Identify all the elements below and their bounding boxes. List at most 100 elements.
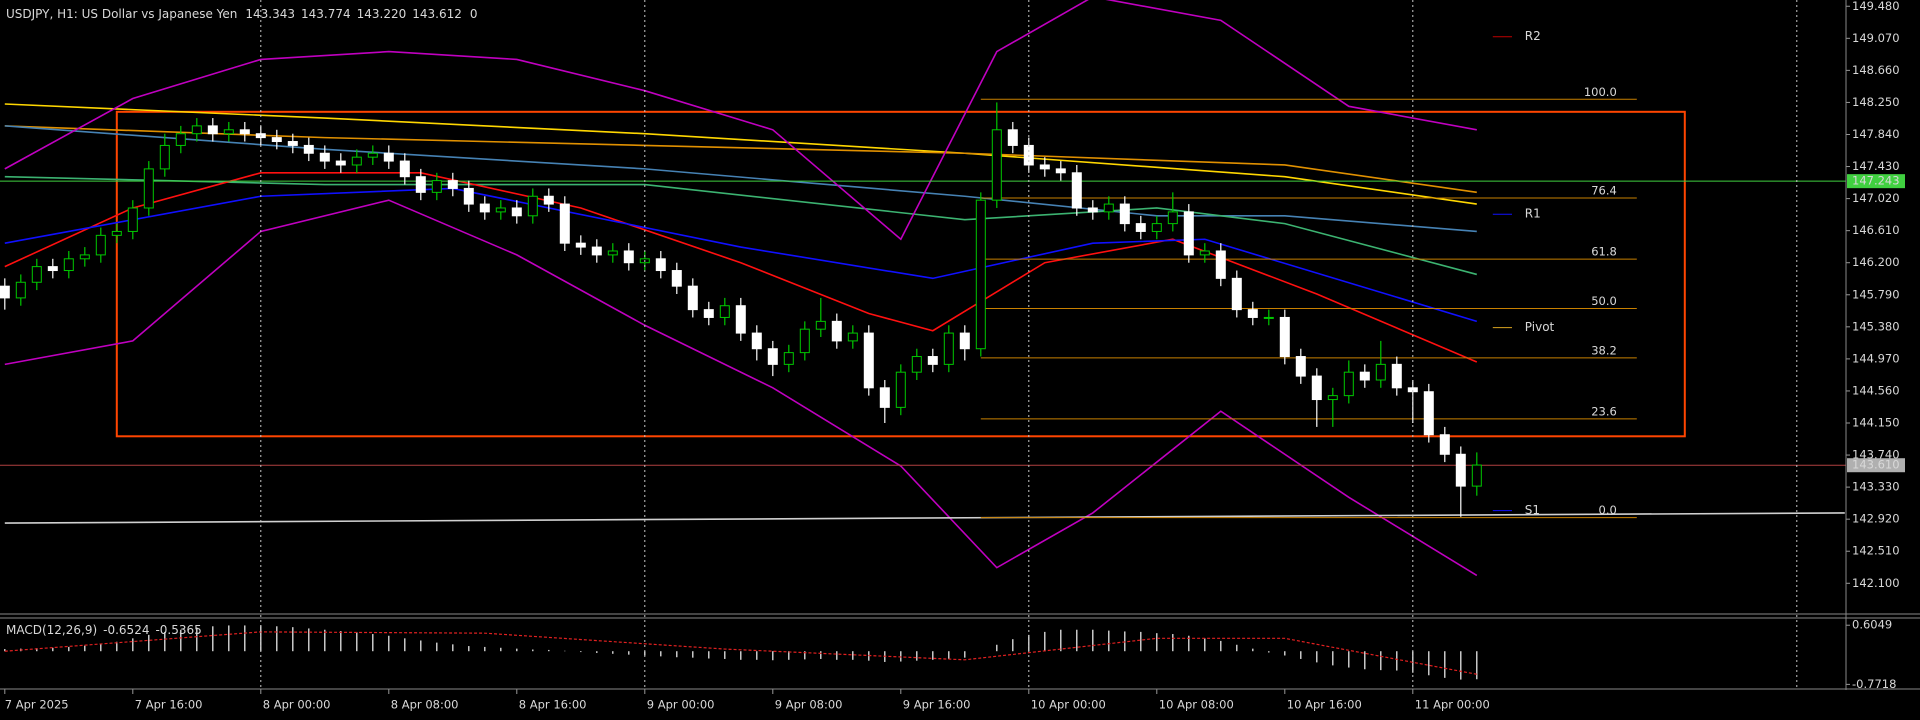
y-tick-label: 144.560 [1852,383,1900,397]
candle-body [511,207,522,217]
candle-body [415,176,426,193]
fib-label: 0.0 [1599,503,1617,517]
candle-body [47,266,58,272]
x-tick-label: 10 Apr 00:00 [1031,698,1106,712]
price-tag-label: 143.610 [1852,458,1900,472]
y-tick-label: 142.920 [1852,512,1900,526]
candle-body [1311,375,1322,401]
candle-body [303,144,314,154]
macd-tick-label: -0.7718 [1852,677,1896,691]
candle-body [1199,250,1210,256]
candle-body [367,152,378,158]
y-tick-label: 146.610 [1852,223,1900,237]
candle-body [1151,223,1162,232]
candle-body [623,250,634,264]
candle-body [399,160,410,178]
price-tag-label: 147.243 [1852,174,1900,188]
candle-body [127,207,138,232]
candle-body [655,258,666,272]
candle-body [863,332,874,389]
candle-body [847,332,858,342]
y-tick-label: 148.660 [1852,63,1900,77]
candle-body [1247,309,1258,318]
x-tick-label: 9 Apr 16:00 [903,698,971,712]
candle-body [383,152,394,162]
candle-body [1279,316,1290,358]
y-tick-label: 147.430 [1852,159,1900,173]
macd-header: MACD(12,26,9) -0.6524 -0.5365 [6,623,202,637]
x-tick-label: 9 Apr 00:00 [647,698,715,712]
candle-body [1055,168,1066,174]
x-tick-label: 8 Apr 00:00 [263,698,331,712]
x-tick-label: 8 Apr 16:00 [519,698,587,712]
candle-body [1135,223,1146,232]
candle-body [687,285,698,311]
candle-body [495,207,506,213]
candle-body [1167,211,1178,225]
y-tick-label: 142.100 [1852,576,1900,590]
y-tick-label: 147.840 [1852,127,1900,141]
y-tick-label: 145.790 [1852,287,1900,301]
candle-body [351,156,362,166]
macd-signal-line [4,631,1477,675]
candle-body [1295,356,1306,377]
candle-body [1103,203,1114,213]
y-tick-label: 149.480 [1852,0,1900,13]
candle-body [1439,434,1450,455]
candle-body [479,203,490,213]
candle-body [191,125,202,135]
candle-body [1231,277,1242,311]
indicator-line [4,171,1478,363]
axes: 149.480 149.070 148.660 148.250 147.840 147.4… [4,0,1905,712]
candle-body [111,230,122,236]
quote-close: 143.612 [412,7,462,21]
candle-body [991,129,1002,201]
y-tick-label: 148.250 [1852,95,1900,109]
candle-body [207,125,218,135]
y-tick-label: 144.150 [1852,416,1900,430]
fib-label: 76.4 [1591,184,1617,198]
fib-label: 100.0 [1584,85,1617,99]
candle-body [1455,453,1466,487]
y-tick-label: 143.740 [1852,448,1900,462]
fib-label: 50.0 [1591,294,1617,308]
y-tick-label: 144.970 [1852,351,1900,365]
candle-body [751,332,762,350]
candle-body [1039,164,1050,170]
header: USDJPY, H1: US Dollar vs Japanese Yen 143… [6,7,478,21]
candle-body [431,180,442,193]
macd-title: MACD(12,26,9) [6,623,97,637]
candle-body [1119,203,1130,225]
quote-volume: 0 [470,7,478,21]
candle-body [463,187,474,205]
candle-body [175,133,186,146]
fib-label: 23.6 [1591,404,1617,418]
x-tick-label: 8 Apr 08:00 [391,698,459,712]
candle-body [895,371,906,408]
candle-body [0,285,10,299]
candle-body [79,254,90,260]
main-panel: 100.0 76.4 61.8 50.0 38.2 23.6 0.0 R2 R1 Pivot S1 [0,0,1846,577]
pivot-label: R1 [1525,207,1541,221]
candle-body [911,356,922,373]
candle-body [63,258,74,272]
candle-body [799,328,810,354]
macd-tick-label: 0.6049 [1852,618,1892,632]
quote-low: 143.220 [357,7,407,21]
candle-body [591,246,602,256]
y-tick-label: 146.200 [1852,255,1900,269]
candle-body [879,387,890,408]
candle-body [143,168,154,209]
candle-body [559,203,570,244]
candle-body [447,180,458,189]
candle-body [223,129,234,135]
candle-body [703,309,714,318]
x-tick-label: 10 Apr 16:00 [1287,698,1362,712]
candle-body [1391,363,1402,389]
candle-body [831,320,842,342]
pivot-label: S1 [1525,503,1540,517]
candle-body [1471,464,1482,487]
